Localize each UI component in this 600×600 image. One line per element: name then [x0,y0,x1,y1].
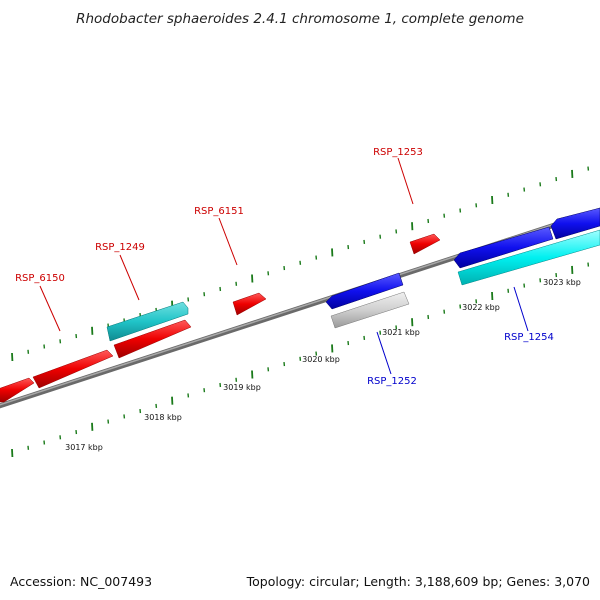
tick-label: 3017 kbp [65,443,103,452]
genome-summary-text: Topology: circular; Length: 3,188,609 bp… [246,574,590,589]
gene-labels: RSP_6150 RSP_1249 RSP_6151 RSP_1253 RSP_… [15,147,554,387]
gene-arrow-reverse[interactable] [550,207,600,240]
forward-dotted-track [11,166,590,362]
gene-label-rsp-1254[interactable]: RSP_1254 [504,332,554,343]
gene-arrow-reverse[interactable] [330,291,410,329]
gene-arrow-reverse[interactable] [453,226,554,269]
chromosome-backbone [0,207,600,409]
accession-text: Accession: NC_007493 [10,574,152,589]
gene-arrow-forward[interactable] [0,377,35,403]
gene-arrow-forward[interactable] [232,292,267,316]
scale-labels: 3017 kbp 3018 kbp 3019 kbp 3020 kbp 3021… [65,278,581,452]
gene-label-rsp-1252[interactable]: RSP_1252 [367,376,417,387]
gene-arrow-forward[interactable] [32,349,114,389]
tick-label: 3021 kbp [382,328,420,337]
scale-tick-track [11,262,590,458]
gene-arrow-forward[interactable] [113,319,192,359]
label-leaders [39,157,529,375]
gene-label-rsp-1249[interactable]: RSP_1249 [95,242,145,253]
tick-label: 3019 kbp [223,383,261,392]
gene-label-rsp-1253[interactable]: RSP_1253 [373,147,423,158]
gene-label-rsp-6151[interactable]: RSP_6151 [194,206,244,217]
tick-label: 3023 kbp [543,278,581,287]
tick-label: 3018 kbp [144,413,182,422]
gene-arrow-forward[interactable] [409,233,441,255]
gene-arrow-forward[interactable] [106,301,189,342]
gene-label-rsp-6150[interactable]: RSP_6150 [15,273,65,284]
gene-arrow-reverse[interactable] [325,272,404,310]
reverse-genes [325,207,600,329]
tick-label: 3022 kbp [462,303,500,312]
tick-label: 3020 kbp [302,355,340,364]
gene-arrow-reverse[interactable] [457,229,600,286]
map-title: Rhodobacter sphaeroides 2.4.1 chromosome… [76,11,524,27]
forward-genes [0,233,441,403]
